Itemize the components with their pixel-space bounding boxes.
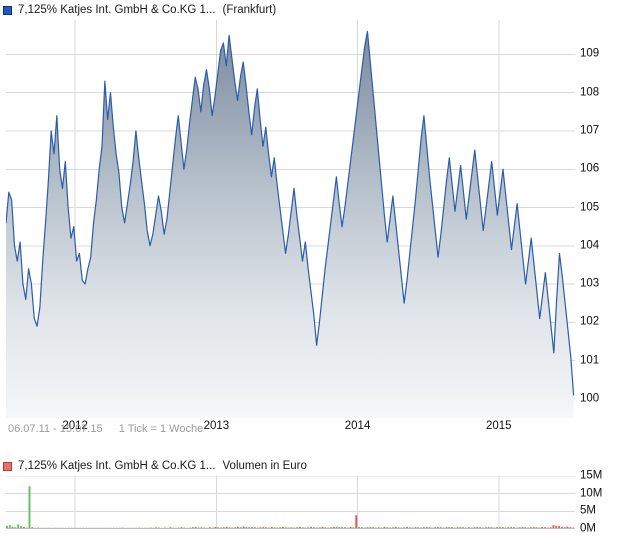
price-y-axis-tick: 102 [580, 315, 600, 328]
volume-y-axis-tick: 0M [580, 522, 596, 535]
price-chart-panel[interactable]: 100 101 102 103 104 105 106 107 108 109 2012 2013 20… [0, 19, 620, 432]
tick-interval-label: 1 Tick = 1 Woche [118, 423, 204, 435]
price-exchange-label: (Frankfurt) [222, 4, 277, 16]
price-y-axis-tick: 100 [580, 392, 600, 405]
volume-y-axis-tick: 10M [580, 486, 603, 499]
price-instrument-title: 7,125% Katjes Int. GmbH & Co.KG 1... [18, 4, 216, 16]
price-y-axis-tick: 106 [580, 162, 600, 175]
price-x-axis-tick: 2013 [203, 420, 230, 432]
price-y-axis-tick: 107 [580, 124, 600, 137]
volume-instrument-title: 7,125% Katjes Int. GmbH & Co.KG 1... [18, 460, 216, 472]
date-range-label: 06.07.11 - 15.07.15 [8, 423, 103, 435]
price-y-axis-tick: 101 [580, 353, 600, 366]
price-x-axis-tick: 2015 [485, 420, 512, 432]
price-y-axis-tick: 108 [580, 85, 600, 98]
price-y-axis-tick: 109 [580, 47, 600, 60]
price-y-axis-tick: 103 [580, 277, 600, 290]
price-y-axis-tick: 105 [580, 200, 600, 213]
price-plot-area[interactable] [6, 20, 575, 418]
price-chart-svg [6, 20, 575, 418]
volume-plot-area[interactable] [6, 476, 575, 529]
price-y-axis-tick: 104 [580, 239, 600, 252]
volume-chart-panel[interactable]: 0M 5M 10M 15M [0, 470, 620, 534]
volume-subtitle-label: Volumen in Euro [222, 460, 307, 472]
volume-series-color-swatch [3, 461, 12, 471]
volume-chart-legend: 7,125% Katjes Int. GmbH & Co.KG 1... Vol… [0, 457, 307, 475]
price-chart-footer: 06.07.11 - 15.07.15 1 Tick = 1 Woche [8, 423, 203, 435]
volume-chart-svg [6, 476, 575, 529]
volume-y-axis-tick: 15M [580, 469, 603, 482]
volume-y-axis-tick: 5M [580, 504, 596, 517]
price-series-color-swatch [3, 5, 12, 15]
price-chart-legend: 7,125% Katjes Int. GmbH & Co.KG 1... (Fr… [0, 1, 276, 19]
price-x-axis-tick: 2014 [344, 420, 371, 432]
